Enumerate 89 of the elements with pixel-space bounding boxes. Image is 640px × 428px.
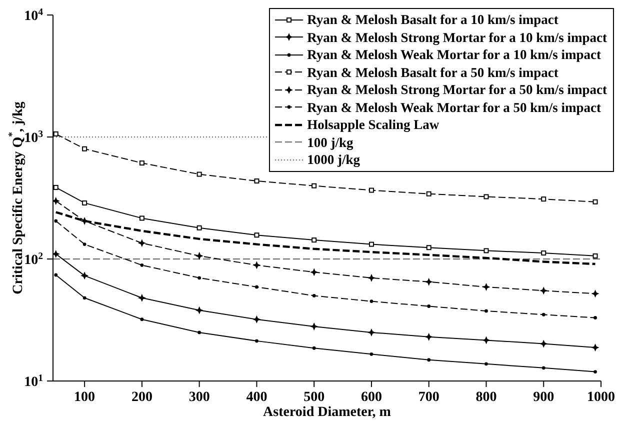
point — [252, 261, 261, 270]
point — [310, 268, 318, 276]
point — [195, 306, 204, 314]
y-tick-label: 10$^{1}$ — [24, 372, 44, 390]
point — [82, 296, 86, 300]
point — [255, 285, 258, 289]
point — [54, 273, 58, 277]
x-tick-label: 100 — [74, 390, 96, 405]
point — [310, 322, 318, 330]
legend-label: Ryan & Melosh Strong Mortar for a 50 km/s impact — [307, 81, 607, 98]
point — [82, 200, 88, 206]
x-tick-label: 1000 — [587, 390, 615, 405]
point — [139, 216, 144, 221]
point — [591, 344, 600, 352]
x-tick-label: 300 — [188, 390, 210, 405]
x-tick-label: 700 — [418, 390, 440, 405]
point — [541, 250, 546, 256]
x-tick-label: 200 — [131, 390, 152, 405]
point — [80, 272, 89, 280]
point — [140, 263, 144, 267]
y-tick-label: 10$^{3}$ — [24, 128, 44, 146]
point — [484, 248, 489, 254]
point — [592, 199, 598, 204]
x-tick-label: 800 — [476, 390, 497, 405]
point — [540, 340, 548, 348]
point — [541, 196, 546, 202]
point — [368, 188, 374, 193]
point — [370, 352, 374, 356]
point — [424, 278, 433, 286]
point — [82, 242, 86, 246]
point — [138, 239, 146, 248]
y-tick-label: 10$^{2}$ — [24, 250, 44, 268]
point — [368, 242, 374, 247]
point — [195, 252, 204, 260]
point — [312, 346, 316, 350]
legend-label: Ryan & Melosh Strong Mortar for a 10 km/s impact — [307, 28, 607, 46]
point — [592, 253, 598, 258]
x-tick-label: 600 — [360, 390, 382, 405]
point — [427, 304, 431, 308]
point — [542, 312, 546, 316]
point — [254, 178, 260, 184]
point — [252, 315, 261, 324]
point — [138, 294, 146, 302]
point — [53, 196, 60, 205]
point — [484, 194, 489, 200]
legend-label: 100 j/kg — [307, 134, 354, 151]
point — [426, 245, 432, 250]
point — [542, 366, 546, 370]
point — [255, 339, 258, 343]
point — [54, 219, 58, 223]
point — [139, 160, 144, 166]
legend-label: Ryan & Melosh Basalt for a 10 km/s impact — [307, 11, 558, 28]
point — [426, 191, 432, 196]
point — [312, 294, 316, 298]
x-tick-label: 500 — [304, 390, 325, 405]
point — [140, 318, 144, 322]
point — [594, 370, 597, 374]
x-tick-label: 400 — [246, 390, 268, 405]
point — [591, 290, 600, 298]
point — [198, 276, 202, 280]
x-axis-title: Asteroid Diameter, m — [263, 405, 392, 420]
point — [594, 316, 597, 320]
point — [484, 309, 488, 313]
legend-label: 1000 j/kg — [307, 151, 360, 168]
point — [482, 336, 490, 344]
point — [484, 362, 488, 366]
legend-label: Ryan & Melosh Weak Mortar for a 50 km/s impact — [307, 98, 601, 116]
legend-label: Ryan & Melosh Weak Mortar for a 10 km/s impact — [307, 46, 601, 64]
legend-label: Ryan & Melosh Basalt for a 50 km/s impact — [307, 64, 558, 81]
point — [82, 146, 88, 152]
point — [312, 238, 317, 243]
point — [53, 131, 58, 136]
point — [196, 172, 202, 177]
point — [424, 332, 433, 341]
point — [540, 286, 548, 295]
point — [427, 358, 431, 362]
y-tick-label: 10$^{4}$ — [24, 6, 44, 24]
point — [367, 274, 376, 282]
point — [370, 300, 374, 304]
legend-label: Holsapple Scaling Law — [307, 116, 440, 134]
point — [53, 184, 58, 190]
x-tick-label: 900 — [533, 390, 554, 405]
point — [254, 232, 260, 238]
point — [482, 282, 490, 291]
point — [196, 225, 202, 230]
point — [312, 183, 317, 188]
point — [53, 250, 60, 258]
point — [198, 330, 202, 334]
point — [367, 328, 376, 336]
